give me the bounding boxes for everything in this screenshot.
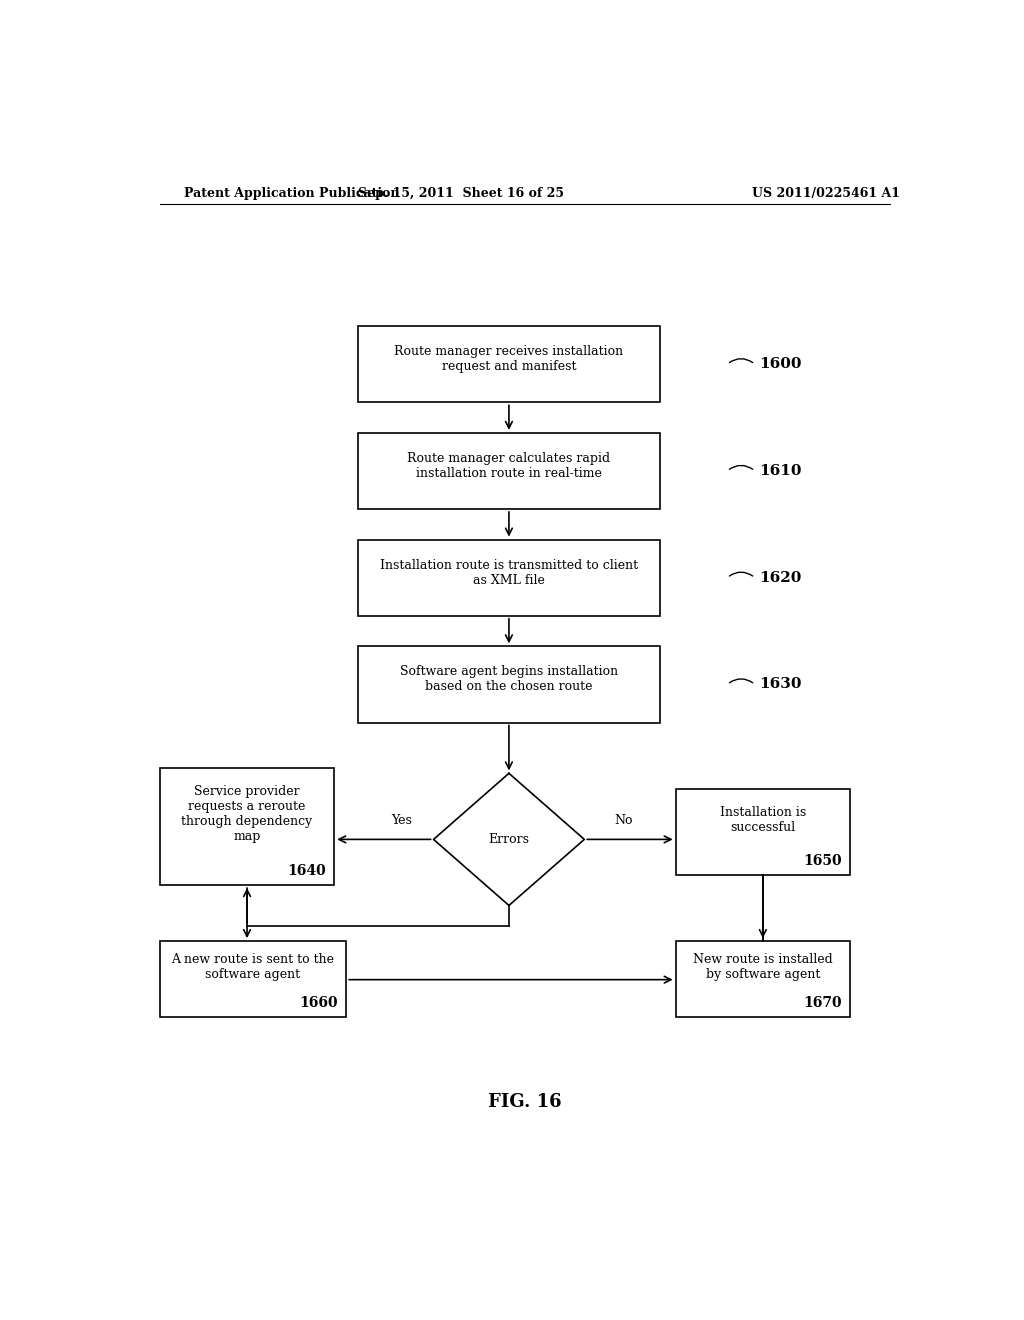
Text: Patent Application Publication: Patent Application Publication (183, 187, 399, 201)
Bar (358, 433, 659, 510)
Text: 1620: 1620 (759, 570, 802, 585)
Text: Software agent begins installation
based on the chosen route: Software agent begins installation based… (399, 665, 618, 693)
Text: 1610: 1610 (759, 463, 802, 478)
Bar (160, 768, 334, 886)
Text: A new route is sent to the
software agent: A new route is sent to the software agen… (171, 953, 335, 981)
Text: New route is installed
by software agent: New route is installed by software agent (693, 953, 833, 981)
Bar (358, 326, 659, 403)
Text: Service provider
requests a reroute
through dependency
map: Service provider requests a reroute thro… (181, 785, 312, 843)
Text: Route manager calculates rapid
installation route in real-time: Route manager calculates rapid installat… (408, 451, 610, 480)
Text: Installation is
successful: Installation is successful (720, 805, 806, 833)
Text: Route manager receives installation
request and manifest: Route manager receives installation requ… (394, 345, 624, 374)
Text: 1600: 1600 (759, 358, 802, 371)
Text: US 2011/0225461 A1: US 2011/0225461 A1 (753, 187, 900, 201)
Bar (676, 941, 850, 1018)
Text: Errors: Errors (488, 833, 529, 846)
Text: FIG. 16: FIG. 16 (488, 1093, 561, 1110)
Bar (676, 788, 850, 875)
Bar (358, 540, 659, 615)
Bar (160, 941, 346, 1018)
Text: 1670: 1670 (804, 997, 842, 1010)
Polygon shape (433, 774, 585, 906)
Text: 1650: 1650 (804, 854, 842, 867)
Text: Installation route is transmitted to client
as XML file: Installation route is transmitted to cli… (380, 558, 638, 586)
Text: Yes: Yes (391, 814, 413, 828)
Text: No: No (614, 814, 633, 828)
Bar (358, 647, 659, 722)
Text: 1640: 1640 (288, 865, 327, 878)
Text: Sep. 15, 2011  Sheet 16 of 25: Sep. 15, 2011 Sheet 16 of 25 (358, 187, 564, 201)
Text: 1660: 1660 (300, 997, 338, 1010)
Text: 1630: 1630 (759, 677, 802, 692)
